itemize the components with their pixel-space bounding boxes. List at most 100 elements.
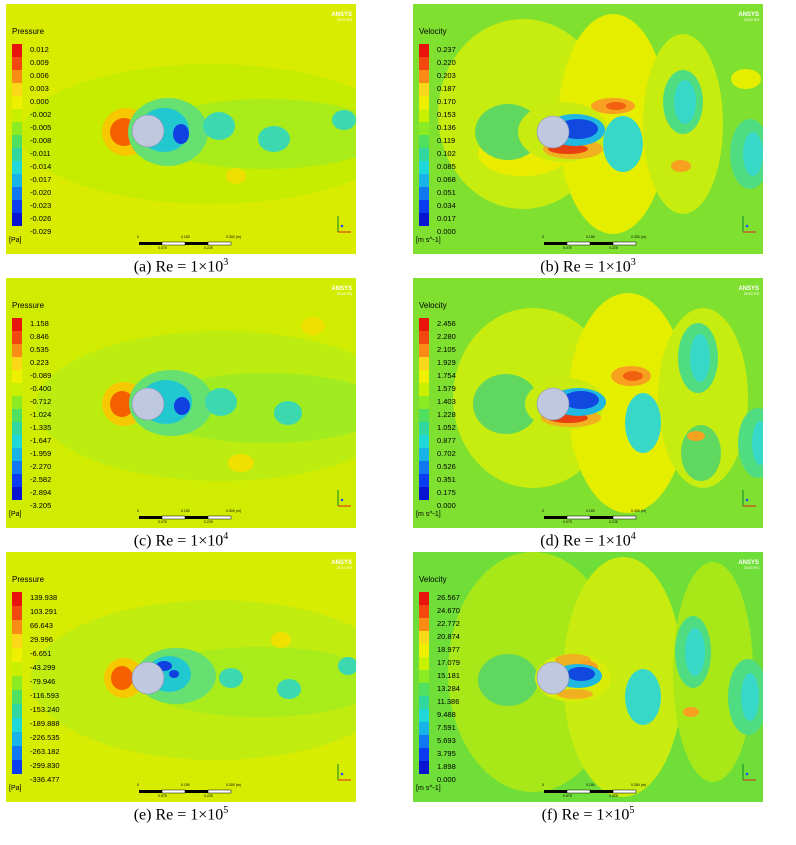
panel-e: Pressure ANSYS 2019 R3 139.938 103.291 66…	[6, 552, 356, 802]
cylinder	[131, 661, 165, 695]
legend-colorbar	[419, 44, 429, 226]
caption-exponent: 3	[630, 257, 636, 268]
contour-plot-d	[413, 278, 763, 528]
panel-a: Pressure ANSYS 2019 R3 0.012 0.009 0.006 …	[6, 4, 356, 254]
contour-plot-e	[6, 552, 356, 802]
legend-tick: 0.012	[30, 45, 49, 54]
cylinder	[131, 114, 165, 148]
legend-tick: 7.591	[437, 723, 456, 732]
legend-tick: 103.291	[30, 607, 58, 616]
legend-colorbar	[12, 44, 22, 226]
caption-d: (d) Re = 1×104	[413, 531, 763, 550]
scale-label: 0.150	[181, 783, 190, 787]
cylinder	[131, 387, 165, 421]
legend-tick: 0.034	[437, 201, 456, 210]
scale-label: 0.300 (m)	[226, 783, 241, 787]
legend-tick: 0.351	[437, 475, 456, 484]
legend-unit: [Pa]	[9, 237, 22, 244]
ansys-logo: ANSYS 2019 R3	[331, 12, 352, 22]
legend-tick: 0.535	[30, 345, 49, 354]
legend-tick: 0.003	[30, 84, 49, 93]
legend-tick: -263.182	[30, 747, 60, 756]
legend-tick: 0.223	[30, 358, 49, 367]
scale-label: 0.225	[609, 520, 618, 524]
caption-text: (c) Re = 1×10	[133, 532, 224, 550]
legend-unit: [m s^-1]	[416, 237, 441, 244]
legend-tick: 0.068	[437, 175, 456, 184]
legend-tick: -2.582	[30, 475, 52, 484]
legend-tick: 0.526	[437, 462, 456, 471]
scale-label: 0	[542, 235, 544, 239]
brand-name: ANSYS	[738, 286, 759, 292]
legend-colorbar	[419, 318, 429, 500]
legend-tick: 2.456	[437, 319, 456, 328]
legend-tick: 0.877	[437, 436, 456, 445]
legend-tick: 1.228	[437, 410, 456, 419]
legend-colorbar	[419, 592, 429, 774]
legend-tick: 2.105	[437, 345, 456, 354]
legend-tick: -116.593	[30, 691, 60, 700]
legend-tick: -299.830	[30, 761, 60, 770]
legend-tick: 29.996	[30, 635, 53, 644]
scale-label: 0.075	[158, 520, 167, 524]
ansys-logo: ANSYS 2019 R3	[738, 12, 759, 22]
contour-plot-f	[413, 552, 763, 802]
scale-label: 0.075	[563, 246, 572, 250]
brand-name: ANSYS	[738, 12, 759, 18]
legend-title: Velocity	[419, 27, 447, 36]
legend-tick: 0.170	[437, 97, 456, 106]
legend-tick: 3.795	[437, 749, 456, 758]
legend-tick: 0.119	[437, 136, 456, 145]
legend-tick: -0.020	[30, 188, 52, 197]
ansys-logo: ANSYS 2019 R3	[331, 286, 352, 296]
panel-d: Velocity ANSYS 2019 R3 2.456 2.280 2.105 …	[413, 278, 763, 528]
scale-bar	[544, 241, 637, 246]
legend-tick: -0.712	[30, 397, 52, 406]
legend-tick: -1.024	[30, 410, 52, 419]
scale-label: 0.150	[181, 509, 190, 513]
legend-tick: 0.000	[437, 501, 456, 510]
legend-tick: 0.000	[437, 775, 456, 784]
scale-label: 0	[137, 235, 139, 239]
scale-label: 0.075	[158, 794, 167, 798]
legend-tick: -0.089	[30, 371, 52, 380]
legend-tick: 0.220	[437, 58, 456, 67]
legend-tick: 1.403	[437, 397, 456, 406]
contour-plot-a	[6, 4, 356, 254]
legend-tick: 15.181	[437, 671, 460, 680]
legend-tick: -0.026	[30, 214, 52, 223]
legend-tick: 0.000	[30, 97, 49, 106]
legend-tick: 0.017	[437, 214, 456, 223]
scale-label: 0	[137, 783, 139, 787]
caption-text: (a) Re = 1×10	[133, 258, 224, 276]
ansys-logo: ANSYS 2019 R3	[738, 560, 759, 570]
scale-label: 0.300 (m)	[226, 235, 241, 239]
cylinder	[536, 661, 570, 695]
scale-label: 0.300 (m)	[631, 783, 646, 787]
ansys-logo: ANSYS 2019 R3	[331, 560, 352, 570]
legend-tick: 0.237	[437, 45, 456, 54]
scale-label: 0.225	[204, 246, 213, 250]
legend-title: Velocity	[419, 301, 447, 310]
legend-tick: 0.102	[437, 149, 456, 158]
legend-tick: 22.772	[437, 619, 460, 628]
legend-tick: 1.158	[30, 319, 49, 328]
scale-label: 0.075	[563, 794, 572, 798]
legend-unit: [m s^-1]	[416, 511, 441, 518]
legend-tick: -189.888	[30, 719, 60, 728]
caption-exponent: 5	[629, 805, 635, 816]
legend-tick: 2.280	[437, 332, 456, 341]
legend-title: Pressure	[12, 575, 45, 584]
legend-tick: -336.477	[30, 775, 60, 784]
legend-unit: [Pa]	[9, 511, 22, 518]
scale-label: 0.225	[204, 794, 213, 798]
legend-tick: 18.977	[437, 645, 460, 654]
scale-label: 0.150	[586, 509, 595, 513]
scale-label: 0.150	[586, 235, 595, 239]
legend-tick: -2.270	[30, 462, 52, 471]
legend-tick: 1.929	[437, 358, 456, 367]
legend-tick: -1.959	[30, 449, 52, 458]
legend-tick: 0.187	[437, 84, 456, 93]
legend-unit: [m s^-1]	[416, 785, 441, 792]
scale-label: 0	[542, 509, 544, 513]
